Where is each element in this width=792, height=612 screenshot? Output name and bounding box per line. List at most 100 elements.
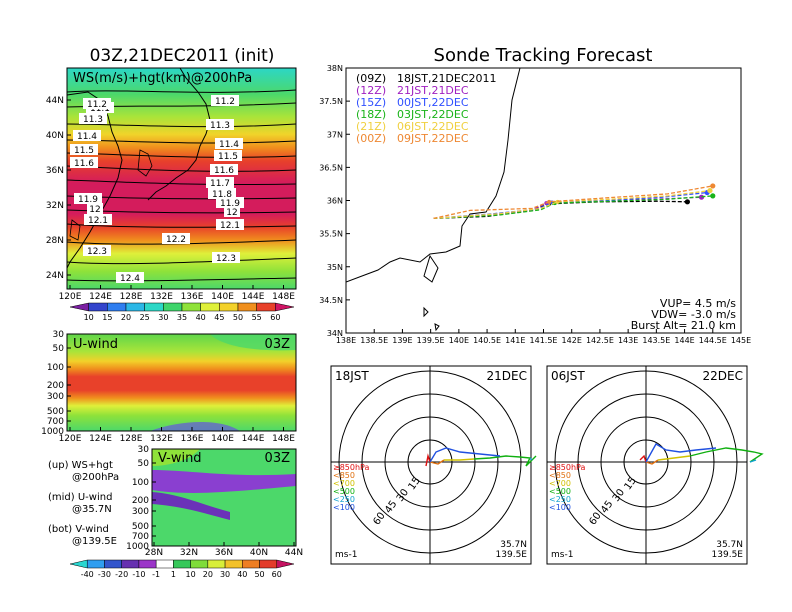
- legend-utc: (12Z): [356, 84, 386, 97]
- colorbar-swatch: [181, 302, 201, 312]
- colorbar-label: 40: [196, 313, 206, 322]
- y-tick-label: 30: [138, 445, 150, 455]
- burst-point: [684, 199, 690, 205]
- colorbar-swatch: [86, 559, 105, 569]
- polar-lat: 35.7N: [716, 540, 743, 550]
- colorbar-label: 55: [252, 313, 262, 322]
- y-tick-label: 35N: [327, 263, 343, 272]
- contour-label: 12.4: [120, 274, 140, 284]
- y-tick-label: 38N: [327, 64, 343, 73]
- contour-label-box: [116, 272, 144, 283]
- contour-label: 12.2: [166, 235, 186, 245]
- wind-speed-colorbar: 10 15 20 25 30 35 40 45 50 55 60: [69, 302, 295, 322]
- colorbar-swatch: [163, 302, 183, 312]
- contour-label: 12: [89, 205, 100, 215]
- contour-label: 11.6: [214, 166, 234, 176]
- contour-label-box: [83, 245, 111, 256]
- contour-label: 11.6: [74, 159, 94, 169]
- hodograph-segment: [429, 459, 445, 465]
- burst-point: [707, 187, 713, 194]
- legend-jst: 03JST,22DEC: [397, 108, 469, 121]
- polar-unit: ms-1: [335, 550, 357, 560]
- colorbar-label: -30: [98, 570, 111, 579]
- hodograph-segment: [689, 447, 764, 463]
- contour-label: 11.3: [83, 115, 103, 125]
- hodograph-segment: [657, 455, 691, 461]
- x-tick-label: 32N: [180, 548, 198, 558]
- colorbar-label: 45: [214, 313, 224, 322]
- x-tick-label: 28N: [145, 548, 163, 558]
- colorbar-swatch: [104, 559, 122, 569]
- y-tick-label: 50: [53, 344, 65, 354]
- colorbar-swatch: [138, 559, 157, 569]
- track-map-y-ticks: 38N 37.5N 37N 36.5N 36N 35.5N 35N 34.5N 34N: [319, 64, 350, 338]
- x-tick-label: 120E: [59, 292, 82, 302]
- hodograph-segment: [639, 454, 647, 463]
- pressure-legend-entry: <850: [333, 471, 355, 480]
- legend-jst: 00JST,22DEC: [397, 96, 469, 109]
- colorbar-label: 60: [270, 313, 280, 322]
- korea-outline: [137, 149, 153, 177]
- pressure-legend-entry: ≥850hPa: [333, 463, 370, 472]
- polar-panel-right: 06JST 22DEC15304560≥850hPa<850<700<500<25…: [546, 365, 764, 565]
- y-tick-label: 37N: [327, 130, 343, 139]
- pressure-legend-entry: <100: [333, 503, 355, 512]
- polar-lat: 35.7N: [500, 540, 527, 550]
- note-bot-2: @139.5E: [72, 536, 117, 547]
- top-map-x-ticks: 120E 124E 128E 132E 136E 140E 144E 148E: [59, 285, 295, 302]
- legend-jst: 06JST,22DEC: [397, 120, 469, 133]
- pressure-legend-entry: ≥850hPa: [549, 463, 586, 472]
- x-tick-label: 128E: [120, 292, 143, 302]
- contour-label-box: [211, 95, 239, 106]
- v-wind-label: V-wind: [158, 451, 202, 466]
- x-tick-label: 141E: [505, 336, 525, 345]
- x-tick-label: 124E: [89, 434, 112, 444]
- burst-point: [710, 193, 716, 199]
- y-tick-label: 36.5N: [319, 163, 343, 172]
- x-tick-label: 136E: [181, 292, 204, 302]
- wind-speed-map-frame: [66, 67, 297, 290]
- note-up: (up) WS+hgt: [48, 460, 113, 471]
- burst-point: [710, 183, 716, 189]
- y-tick-label: 36N: [327, 197, 343, 206]
- pressure-legend-entry: <250: [333, 495, 355, 504]
- colorbar-swatch: [256, 302, 276, 312]
- contour-label-box: [73, 130, 101, 141]
- pressure-legend-entry: <850: [549, 471, 571, 480]
- x-tick-label: 124E: [89, 292, 112, 302]
- y-tick-label: 40N: [46, 131, 64, 141]
- contour-label-box: [206, 119, 234, 130]
- y-tick-label: 36N: [46, 166, 64, 176]
- contour-label: 12: [226, 208, 237, 218]
- contour-label: 11.4: [219, 140, 239, 150]
- x-tick-label: 144.5E: [699, 336, 727, 345]
- colorbar-swatch: [155, 559, 174, 569]
- small-island-2: [434, 323, 440, 332]
- polar-date-label: 22DEC: [703, 369, 743, 383]
- note-up-2: @200hPa: [72, 472, 119, 483]
- colorbar-swatch: [207, 559, 226, 569]
- x-tick-label: 140E: [211, 292, 234, 302]
- colorbar-swatch: [190, 559, 209, 569]
- y-tick-label: 50: [138, 459, 150, 469]
- contour-label: 11.5: [74, 146, 94, 156]
- track-marker: [547, 199, 552, 204]
- contour-label-box: [87, 203, 103, 214]
- pressure-legend-entry: <250: [549, 495, 571, 504]
- note-mid-2: @35.7N: [72, 504, 112, 515]
- hodograph-segment: [645, 443, 717, 463]
- colorbar-label: -20: [115, 570, 128, 579]
- contour-label-box: [83, 98, 111, 109]
- colorbar-swatch: [237, 302, 257, 312]
- hodograph-segment: [749, 459, 757, 463]
- izu-peninsula: [423, 254, 439, 283]
- x-tick-label: 132E: [150, 292, 173, 302]
- colorbar-swatch: [144, 302, 164, 312]
- y-tick-label: 200: [47, 381, 64, 391]
- contour-label-box: [224, 206, 240, 217]
- hodograph-segment: [425, 453, 431, 467]
- contour-label-box: [70, 157, 98, 168]
